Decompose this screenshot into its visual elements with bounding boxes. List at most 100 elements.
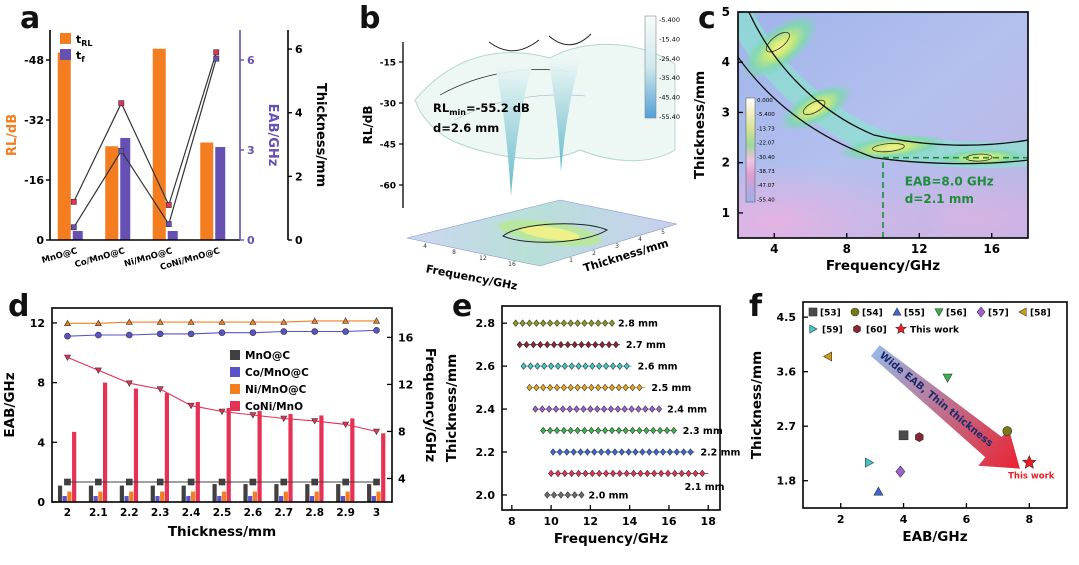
diamond-marker: [622, 383, 629, 392]
triangle-marker: [280, 318, 288, 325]
triangle-down-marker: [125, 380, 133, 387]
diamond-marker: [630, 469, 637, 478]
bar-Co/MnO@C: [93, 496, 98, 502]
rl-dip-funnel: [495, 64, 533, 196]
diamond-marker: [599, 340, 606, 349]
bar-Co/MnO@C: [248, 496, 253, 502]
diamond-marker: [670, 426, 677, 435]
axis-label: Frequency/GHz: [554, 531, 668, 547]
diamond-marker: [602, 426, 609, 435]
tick-label: 0: [36, 234, 44, 247]
circle-marker: [249, 329, 257, 336]
diamond-marker: [610, 362, 616, 370]
tick-label: 2.3: [151, 507, 170, 519]
tick-label: 3.6: [777, 366, 797, 379]
diamond-marker: [653, 448, 660, 456]
square-marker: [311, 478, 319, 486]
diamond-marker: [632, 448, 639, 456]
diamond-marker: [571, 491, 578, 499]
colorbar: [644, 15, 657, 119]
bar-MnO@C: [336, 484, 341, 502]
tick-label: 12: [398, 378, 413, 391]
diamond-marker: [547, 383, 554, 392]
colorbar-label: -15.40: [659, 35, 680, 43]
plot-border: [802, 301, 1068, 509]
thickness-line: [73, 58, 217, 228]
diamond-marker: [512, 319, 519, 327]
triangle-down-marker: [187, 402, 195, 410]
diamond-marker: [567, 319, 574, 327]
diamond-marker: [623, 362, 630, 370]
colorbar: [745, 97, 756, 203]
plot-border: [51, 307, 393, 503]
d-annotation: d=2.6 mm: [433, 121, 499, 135]
diamond-marker: [548, 362, 555, 370]
legend-swatch: [230, 384, 240, 394]
green-blob: [779, 83, 853, 131]
green-blob: [741, 14, 818, 80]
diamond-marker: [550, 448, 557, 456]
bar-MnO@C: [88, 485, 94, 502]
tick-label: 18: [701, 515, 716, 528]
row-label: 2.2 mm: [700, 448, 740, 459]
bar-Co/MnO@C: [62, 496, 67, 502]
diamond-marker: [595, 426, 602, 435]
diamond-marker: [588, 426, 595, 435]
diamond-marker: [540, 319, 547, 327]
bar-Ni/MnO@C: [252, 491, 258, 502]
diamond-marker: [547, 319, 554, 327]
axis-label: RL/dB: [5, 114, 20, 156]
diamond-marker: [598, 448, 605, 456]
legend-swatch: [60, 49, 71, 60]
axis-label: Thickness/mm: [692, 71, 708, 179]
diamond-marker: [582, 362, 589, 370]
tick-label: 8: [843, 242, 851, 256]
square-marker: [70, 198, 77, 205]
tick-label: 4: [423, 243, 427, 250]
diamond-marker: [673, 448, 680, 456]
diamond-marker: [560, 426, 567, 435]
tick-label: 5: [661, 229, 665, 236]
panel-label-e: e: [452, 289, 473, 324]
rim-contour: [548, 33, 592, 46]
square-marker: [64, 478, 71, 486]
diamond-marker: [547, 426, 554, 435]
bar-Ni/MnO@C: [160, 491, 165, 502]
arrow-annotation: Wide EAB, Thin thickness: [877, 350, 995, 449]
triangle-down-marker: [342, 421, 350, 429]
tick-label: -32: [24, 114, 44, 127]
diamond-marker: [574, 383, 581, 392]
tick-label: 2: [592, 250, 596, 257]
tspan-shape: =-55.2 dB: [466, 101, 530, 115]
diamond-marker: [623, 469, 630, 478]
category-label: Co/MnO@C: [74, 246, 126, 270]
3d-rl-surface-plot: -15-30-45-60RL/dBFrequency/GHzThickness/…: [361, 15, 680, 292]
bar-Ni/MnO@C: [221, 491, 227, 502]
tick-label: 4: [638, 236, 642, 243]
legend-label: [58]: [1030, 309, 1051, 319]
bar-CoNi/MnO: [133, 388, 139, 502]
outer-contour: [748, 12, 1028, 146]
bar-MnO@C: [305, 484, 310, 502]
legend-label: MnO@C: [245, 350, 290, 362]
diamond-marker: [642, 405, 649, 413]
tick-label: 2.2: [476, 446, 496, 459]
colorbar-label: -5.400: [757, 112, 775, 118]
axis-label: EAB/GHz: [2, 372, 18, 437]
eab-bar: [120, 138, 131, 240]
tspan-shape: t: [76, 33, 81, 46]
legend-label: CoNi/MnO: [245, 401, 303, 413]
diamond-marker: [614, 405, 621, 413]
tick-label: 3: [722, 105, 730, 119]
outer-contour: [738, 56, 1028, 165]
diamond-marker: [612, 340, 619, 349]
tick-label: 16: [983, 242, 1000, 256]
diamond-marker: [577, 448, 584, 456]
tick-label: 0: [37, 496, 45, 509]
diamond-marker: [557, 340, 564, 349]
diamond-marker: [651, 469, 658, 478]
diamond-marker: [554, 426, 560, 435]
bar-Ni/MnO@C: [283, 491, 288, 502]
tick-label: 14: [622, 515, 638, 528]
diamond-marker: [629, 426, 636, 435]
